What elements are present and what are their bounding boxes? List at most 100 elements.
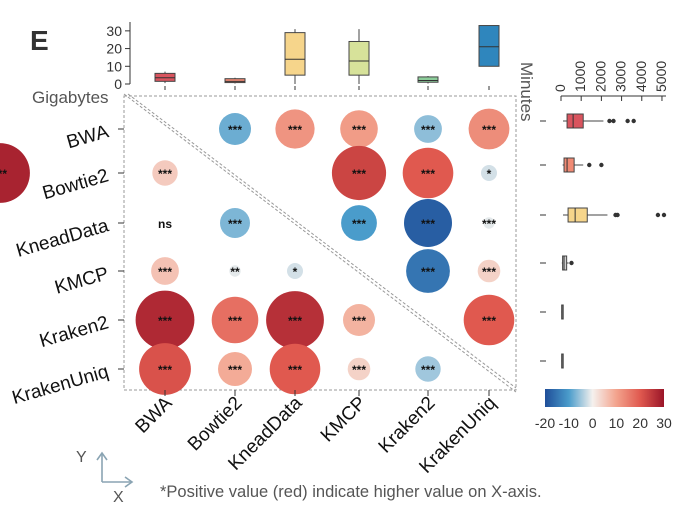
axis-hint: Y X (76, 449, 134, 506)
heatmap-cell-sig-4-5: *** (482, 314, 496, 328)
heatmap-cell-3-2 (287, 263, 303, 279)
right-boxplot-x-tick-label-0: 0 (552, 84, 568, 92)
heatmap-cell-sig-5-3: *** (352, 363, 366, 377)
heatmap-y-label-4: Kraken2 (37, 312, 111, 352)
right-boxplot-outlier-0-3 (631, 118, 636, 124)
colorbar-tick-label-1: -10 (559, 415, 579, 431)
diagonal-line-a (123, 93, 517, 393)
heatmap-cell-sig-4-0: *** (158, 314, 172, 328)
heatmap-cell-5-1 (218, 352, 252, 386)
heatmap-x-label-0: BWA (132, 392, 177, 437)
heatmap-cell-1-3 (331, 145, 387, 201)
top-boxplot-y-tick-label-1: 10 (106, 58, 122, 74)
right-boxplot: 0 1000 2000 3000 4000 5000 (540, 61, 669, 369)
colorbar-tick-label-2: 0 (589, 415, 597, 431)
heatmap-cell-sig-2-5: *** (482, 217, 496, 231)
heatmap-cell-5-3 (347, 357, 371, 381)
heatmap-cell-2-4 (404, 199, 452, 247)
heatmap-cell-sig-3-5: *** (482, 265, 496, 279)
heatmap-cell-0-5 (468, 108, 510, 150)
right-boxplot-box-3 (562, 255, 568, 271)
top-boxplot-y-tick-label-0: 0 (114, 76, 122, 92)
right-boxplot-outlier-2-1 (615, 212, 620, 218)
right-boxplot-box-0 (566, 113, 584, 129)
heatmap-cell-4-0 (135, 290, 195, 350)
heatmap-cell-sig-3-4: *** (421, 265, 435, 279)
axis-hint-x-arrow (124, 476, 134, 488)
heatmap-cell-1-6 (0, 143, 30, 203)
right-boxplot-outlier-2-3 (661, 212, 667, 218)
heatmap-x-label-3: KMCP (317, 393, 371, 447)
heatmap-cell-4-2 (266, 291, 324, 349)
heatmap-cell-sig-0-2: *** (288, 123, 302, 137)
right-boxplot-outlier-0-1 (611, 118, 616, 124)
heatmap-cell-0-3 (340, 110, 378, 148)
heatmap-cell-sig-2-1: *** (228, 217, 242, 231)
upper-triangle-label: Minutes (517, 62, 536, 122)
heatmap-cell-sig-0-1: *** (228, 123, 242, 137)
heatmap-cell-3-5 (477, 259, 501, 283)
heatmap-y-label-3: KMCP (52, 263, 111, 298)
right-boxplot-outlier-1-0 (587, 162, 592, 168)
right-boxplot-x-tick-label-3: 3000 (613, 61, 629, 92)
heatmap-cell-sig-4-1: *** (228, 314, 242, 328)
heatmap-cell-3-4 (406, 249, 450, 293)
heatmap-cell-0-1 (219, 113, 251, 145)
top-boxplot-box-1 (224, 78, 246, 84)
heatmap-cell-4-3 (343, 304, 375, 336)
heatmap-cell-4-5 (463, 294, 515, 346)
heatmap-cell-sig-1-3: *** (352, 167, 366, 181)
right-boxplot-x-tick-label-1: 1000 (572, 61, 588, 92)
heatmap-cell-sig-5-0: *** (158, 363, 172, 377)
heatmap-cell-sig-2-0: ns (158, 217, 172, 231)
colorbar-tick-label-4: 20 (632, 415, 648, 431)
heatmap-cell-sig-0-3: *** (352, 123, 366, 137)
colorbar-bar (545, 389, 664, 407)
heatmap-cell-1-5 (481, 165, 497, 181)
right-boxplot-outlier-3-0 (569, 260, 574, 266)
heatmap-cell-1-0 (152, 160, 178, 186)
heatmap-cell-2-5 (483, 217, 495, 229)
top-boxplot-y-tick-label-2: 20 (106, 41, 122, 57)
heatmap-y-label-0: BWA (64, 121, 111, 153)
top-boxplot-box-3 (348, 40, 370, 76)
heatmap-cell-4-1 (211, 296, 259, 344)
heatmap-cell-sig-5-4: *** (421, 363, 435, 377)
heatmap-cell-sig-1-5: * (487, 167, 492, 181)
heatmap-cell-3-1 (229, 265, 241, 277)
heatmap-cell-sig-2-3: *** (352, 217, 366, 231)
lower-triangle-label: Gigabytes (32, 88, 109, 107)
axis-hint-y-arrow (96, 451, 108, 461)
right-boxplot-x-tick-label-2: 2000 (592, 61, 608, 92)
heatmap-y-label-1: Bowtie2 (40, 165, 111, 204)
heatmap-cell-5-2 (269, 343, 321, 395)
right-boxplot-outlier-2-2 (655, 212, 661, 218)
colorbar-tick-label-5: 30 (656, 415, 672, 431)
top-boxplot-box-4 (417, 76, 439, 83)
heatmap-cell-0-2 (275, 109, 315, 149)
heatmap-cell-sig-3-1: ** (230, 265, 240, 279)
heatmap-cell-sig-0-5: *** (482, 123, 496, 137)
axis-hint-x-label: X (113, 489, 124, 506)
heatmap-cell-sig-1-0: *** (158, 167, 172, 181)
heatmap-cells: ****************************ns**********… (0, 108, 515, 395)
heatmap-cell-1-4 (402, 147, 454, 199)
colorbar-tick-label-3: 10 (609, 415, 625, 431)
top-boxplot-box-5 (478, 25, 500, 67)
heatmap-cell-2-3 (341, 205, 377, 241)
heatmap-cell-0-4 (414, 115, 442, 143)
diagonal-line-b (127, 93, 517, 389)
heatmap-cell-sig-5-1: *** (228, 363, 242, 377)
heatmap-y-label-5: KrakenUniq (10, 361, 111, 409)
heatmap-cell-sig-2-4: *** (421, 217, 435, 231)
heatmap-cell-sig-3-2: * (293, 265, 298, 279)
heatmap-cell-sig-4-2: *** (288, 314, 302, 328)
heatmap-cell-sig-1-6: *** (0, 167, 7, 181)
heatmap-y-label-2: KneadData (14, 215, 112, 262)
colorbar: -20 -10 0 10 20 30 (535, 389, 672, 431)
heatmap-cell-sig-3-0: *** (158, 265, 172, 279)
right-boxplot-outlier-0-2 (625, 118, 630, 124)
top-boxplot-y-tick-label-3: 30 (106, 23, 122, 39)
